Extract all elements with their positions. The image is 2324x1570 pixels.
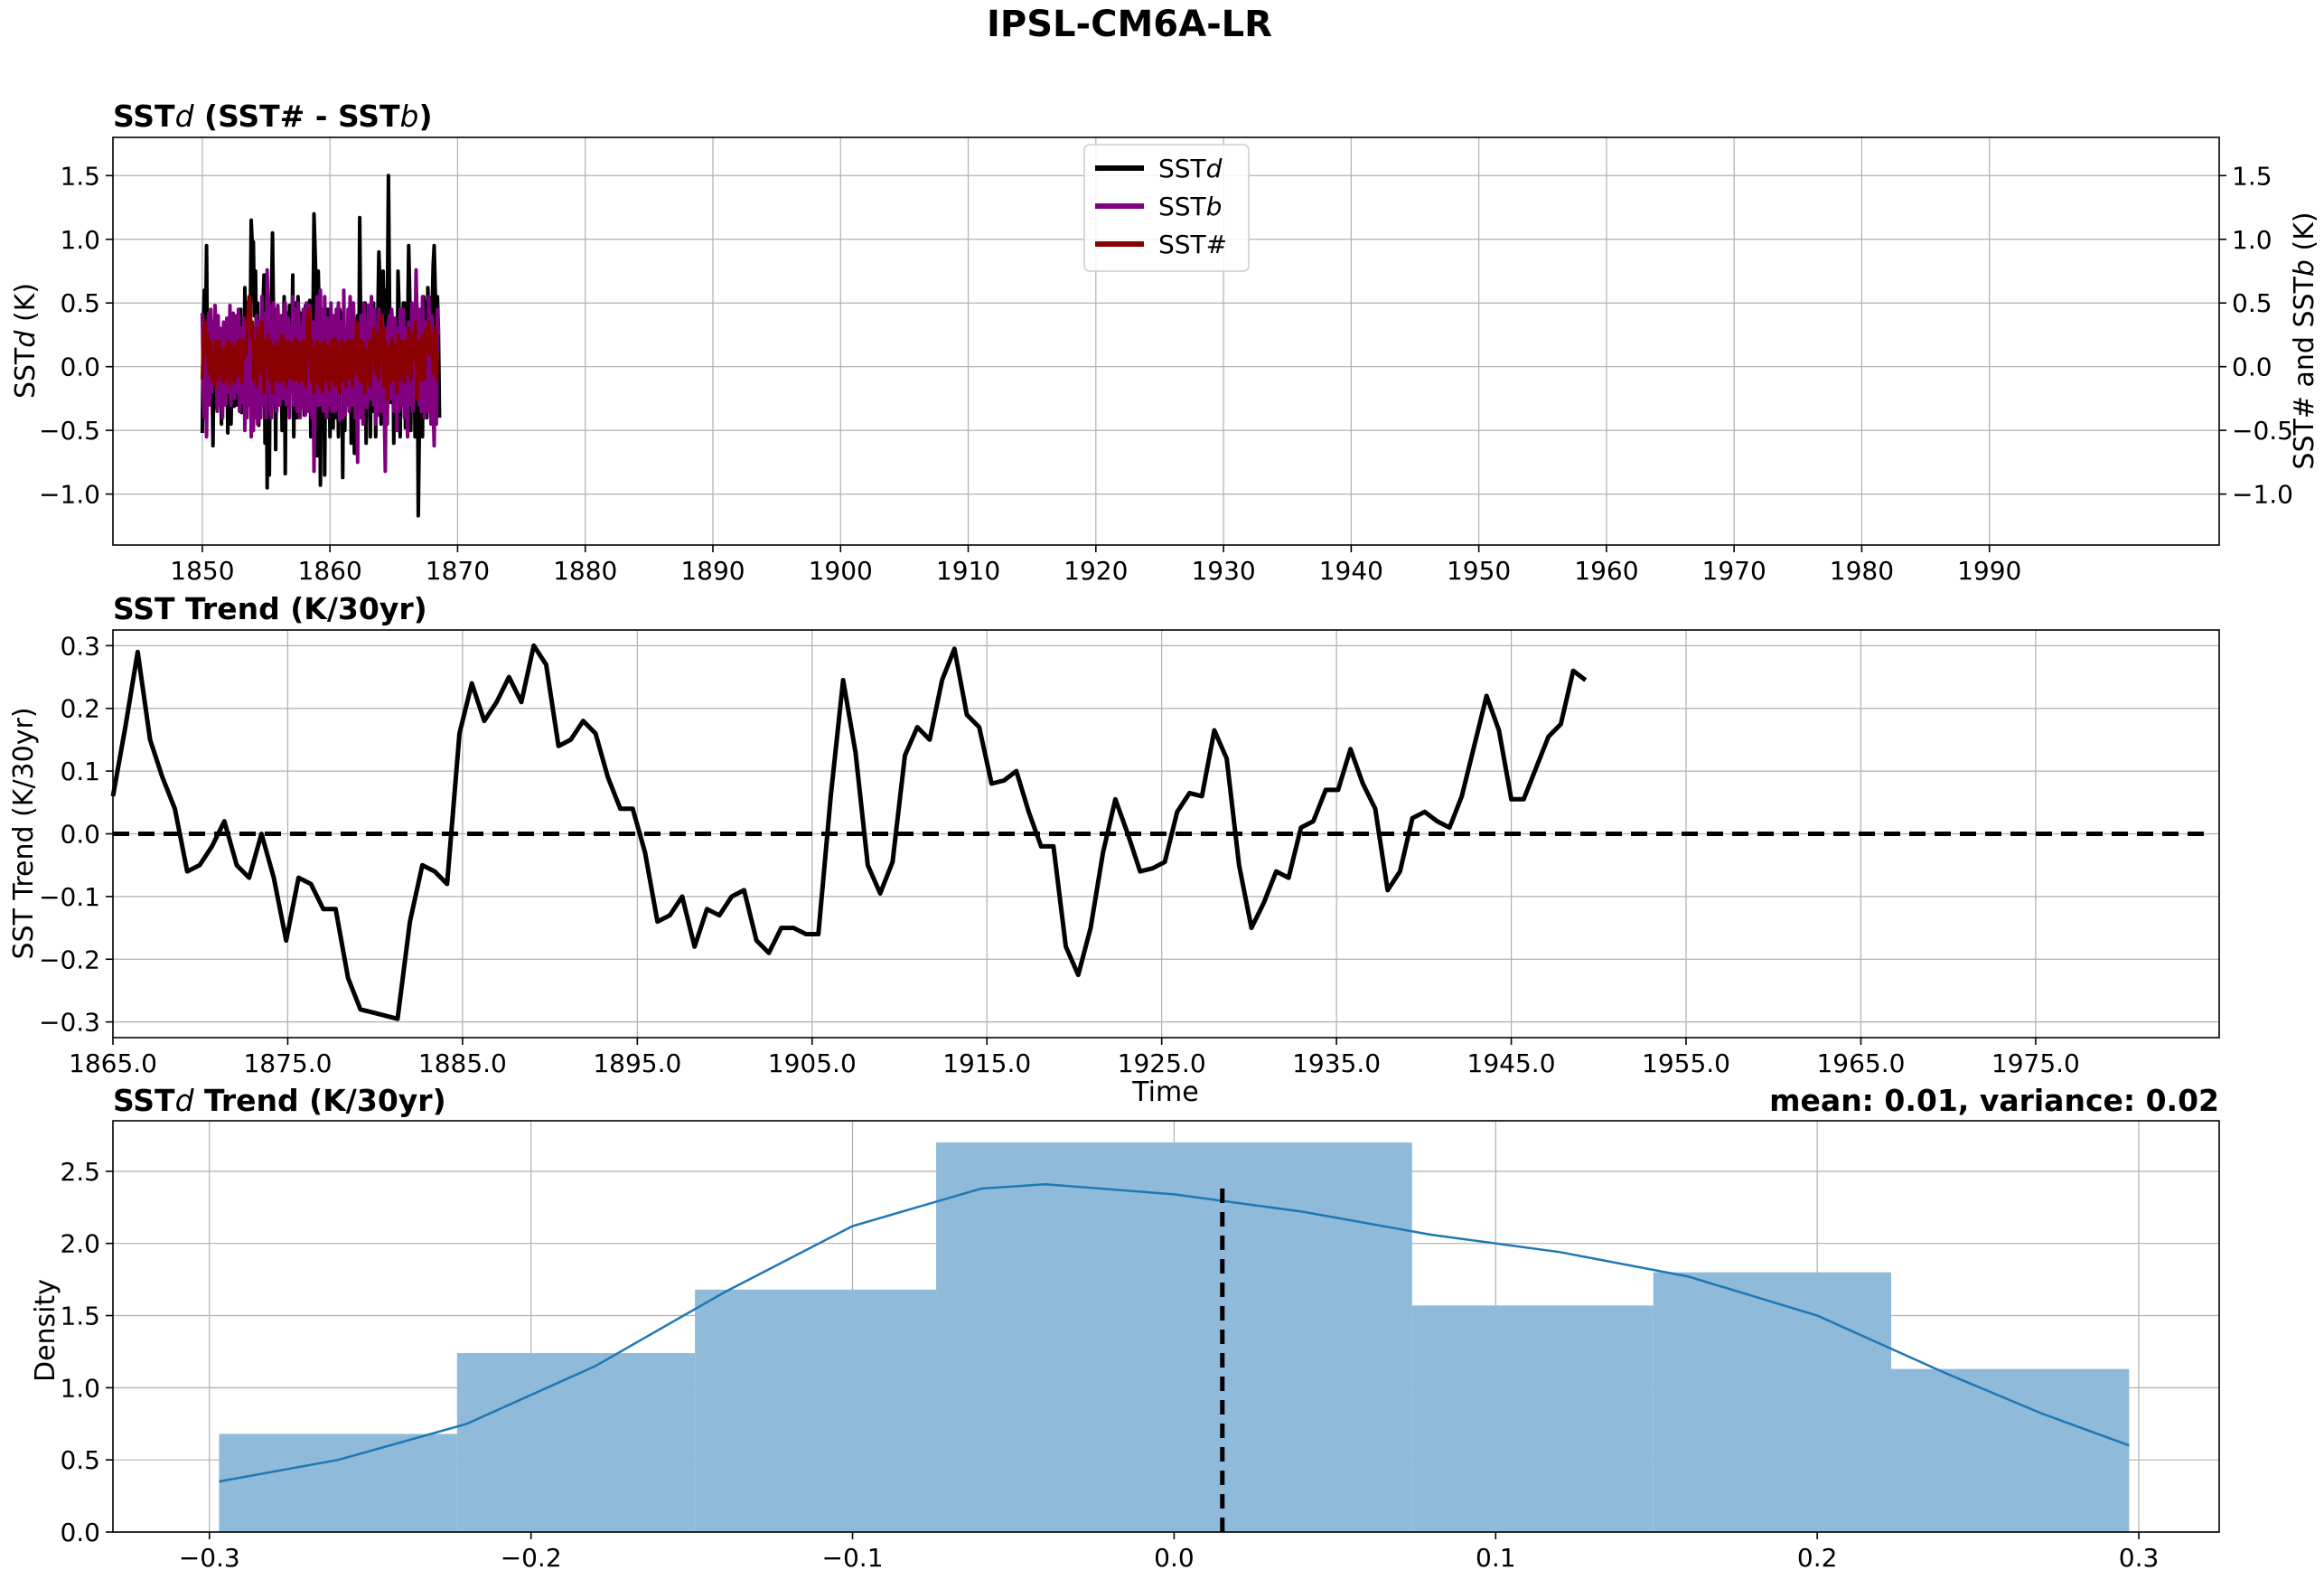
- x-tick-label: 1950: [1447, 556, 1511, 586]
- series-line-sst-hash: [200, 295, 440, 400]
- x-tick-label: −0.3: [179, 1543, 240, 1570]
- x-tick-label: 1925.0: [1118, 1048, 1206, 1078]
- histogram-bar: [936, 1142, 1175, 1532]
- x-tick-label: 1875.0: [243, 1048, 332, 1078]
- x-tick-label: 1980: [1830, 556, 1894, 586]
- top-axes-frame: [112, 136, 2220, 546]
- middle-series-group: [110, 643, 2210, 1021]
- x-tick-label: −0.2: [501, 1543, 562, 1570]
- y-tick-label: 1.5: [60, 1302, 100, 1331]
- x-tick-label: 1905.0: [768, 1048, 857, 1078]
- histogram-bar: [695, 1289, 937, 1532]
- y-tick-label: −1.0: [39, 480, 100, 510]
- y-tick-label: 0.5: [60, 1445, 100, 1475]
- bottom-ticks: −0.3 −0.2 −0.1 0.0 0.1 0.2 0.3 0.0 0.5 1.0 1.5 2.0 2…: [60, 1157, 2159, 1570]
- histogram-bar: [456, 1353, 696, 1532]
- x-tick-label: 1940: [1319, 556, 1383, 586]
- series-line-sstb: [200, 268, 441, 474]
- y-tick-label: 0.1: [60, 757, 100, 786]
- x-tick-label: 1965.0: [1816, 1048, 1905, 1078]
- y-tick-label: 1.0: [60, 1373, 100, 1403]
- sst-trend-line: [110, 643, 1588, 1021]
- middle-ylabel: SST Trend (K/30yr): [8, 707, 40, 959]
- x-tick-label: 1970: [1702, 556, 1766, 586]
- y-tick-label: 0.3: [60, 631, 100, 661]
- x-tick-label: −0.1: [822, 1543, 884, 1570]
- bottom-stats: mean: 0.01, variance: 0.02: [1769, 1083, 2219, 1118]
- y2-tick-label: 0.5: [2232, 288, 2272, 318]
- y-tick-label: 1.5: [60, 161, 100, 191]
- y-tick-label: 0.0: [60, 1518, 100, 1547]
- bottom-axes-frame: [112, 1120, 2220, 1533]
- x-tick-label: 1915.0: [942, 1048, 1031, 1078]
- top-panel: 1850 1860 1870 1880 1890 1900 1910 1920 1930 1940…: [10, 99, 2320, 586]
- kde-curve-group: [219, 1182, 2130, 1483]
- x-tick-label: 1975.0: [1991, 1048, 2080, 1078]
- y-tick-label: 2.0: [60, 1229, 100, 1259]
- y-tick-label: −0.1: [39, 882, 100, 912]
- top-ticks: 1850 1860 1870 1880 1890 1900 1910 1920 1930 1940…: [39, 161, 2293, 586]
- x-tick-label: 1850: [170, 556, 234, 586]
- x-tick-label: 1895.0: [593, 1048, 681, 1078]
- x-tick-label: 1945.0: [1467, 1048, 1556, 1078]
- x-tick-label: 1990: [1957, 556, 2021, 586]
- x-tick-label: 1880: [553, 556, 617, 586]
- histogram-bar: [1174, 1142, 1412, 1532]
- legend-label-sst-hash: SST#: [1158, 230, 1227, 259]
- top-legend: SSTd SSTb SST#: [1083, 144, 1250, 272]
- x-tick-label: 1960: [1574, 556, 1638, 586]
- legend-label-sstb: SSTb: [1158, 192, 1222, 221]
- histogram-bar: [1411, 1305, 1654, 1532]
- histogram-bar: [1653, 1272, 1892, 1532]
- x-tick-label: 1930: [1191, 556, 1255, 586]
- middle-xlabel: Time: [1131, 1076, 1198, 1108]
- top-title: SSTd (SST# - SSTb): [113, 99, 433, 134]
- figure-title: IPSL-CM6A-LR: [987, 4, 1272, 45]
- top-series-group: [200, 174, 442, 518]
- histogram-bars: [219, 1142, 2130, 1532]
- x-tick-label: 1865.0: [69, 1048, 157, 1078]
- x-tick-label: 1860: [298, 556, 362, 586]
- x-tick-label: 0.2: [1797, 1543, 1838, 1570]
- y-tick-label: 0.0: [60, 820, 100, 850]
- y2-tick-label: 1.5: [2232, 161, 2272, 191]
- y-tick-label: 0.0: [60, 353, 100, 382]
- kde-curve: [219, 1182, 2130, 1483]
- x-tick-label: 1885.0: [418, 1048, 507, 1078]
- y2-tick-label: −1.0: [2232, 480, 2293, 510]
- top-ylabel: SSTd (K): [10, 283, 42, 399]
- bottom-title: SSTd Trend (K/30yr): [113, 1083, 446, 1118]
- y-tick-label: 2.5: [60, 1157, 100, 1187]
- x-tick-label: 1900: [809, 556, 873, 586]
- x-tick-label: 1920: [1064, 556, 1128, 586]
- x-tick-label: 1935.0: [1292, 1048, 1381, 1078]
- y-tick-label: −0.2: [39, 945, 100, 974]
- x-tick-label: 1955.0: [1642, 1048, 1730, 1078]
- x-tick-label: 0.3: [2119, 1543, 2160, 1570]
- y-tick-label: 1.0: [60, 225, 100, 255]
- x-tick-label: 1890: [680, 556, 745, 586]
- legend-box: [1083, 144, 1250, 272]
- y2-tick-label: 0.0: [2232, 353, 2272, 382]
- top-y2label: SST# and SSTb (K): [2289, 212, 2320, 469]
- x-tick-label: 1870: [426, 556, 490, 586]
- y2-tick-label: −0.5: [2232, 416, 2293, 446]
- histogram-bar: [1891, 1368, 2130, 1532]
- y-tick-label: −0.5: [39, 416, 100, 446]
- y2-tick-label: 1.0: [2232, 225, 2272, 255]
- middle-title: SST Trend (K/30yr): [113, 591, 427, 626]
- middle-panel: 1865.0 1875.0 1885.0 1895.0 1905.0 1915.0 1925…: [8, 591, 2220, 1108]
- bottom-panel: −0.3 −0.2 −0.1 0.0 0.1 0.2 0.3 0.0 0.5 1.0 1.5 2.0 2…: [30, 1083, 2220, 1570]
- x-tick-label: 0.1: [1476, 1543, 1516, 1570]
- y-tick-label: −0.3: [39, 1008, 100, 1038]
- legend-label-sstd: SSTd: [1158, 154, 1223, 183]
- bottom-ylabel: Density: [30, 1279, 61, 1382]
- middle-ticks: 1865.0 1875.0 1885.0 1895.0 1905.0 1915.0 1925…: [39, 631, 2080, 1078]
- y-tick-label: 0.2: [60, 694, 100, 724]
- x-tick-label: 0.0: [1154, 1543, 1195, 1570]
- y-tick-label: 0.5: [60, 288, 100, 318]
- x-tick-label: 1910: [936, 556, 1000, 586]
- histogram-bar: [219, 1434, 457, 1532]
